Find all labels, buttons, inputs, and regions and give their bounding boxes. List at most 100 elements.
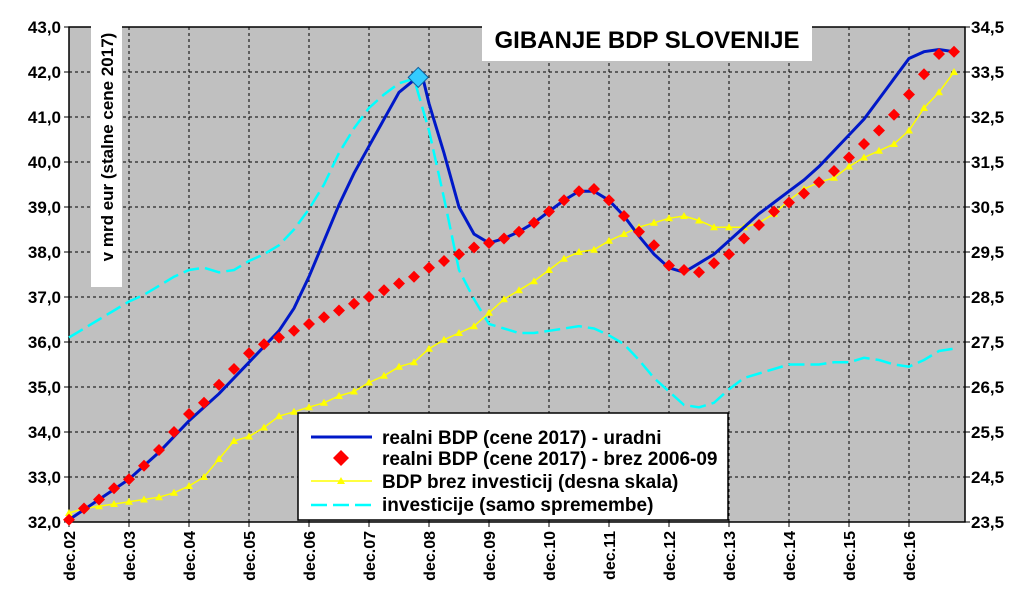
x-tick-label: dec.10 — [542, 531, 559, 581]
series-point-brez-2006-09 — [333, 304, 345, 317]
legend-label-brez: realni BDP (cene 2017) - brez 2006-09 — [382, 449, 718, 470]
series-point-brez-investicij — [320, 398, 328, 406]
series-point-brez-2006-09 — [873, 124, 885, 137]
series-point-brez-investicij — [245, 432, 253, 440]
series-point-brez-2006-09 — [483, 237, 495, 249]
series-point-brez-2006-09 — [123, 473, 135, 486]
series-point-brez-investicij — [425, 344, 433, 352]
legend-swatch-brez-inv-marker — [337, 477, 345, 484]
series-point-brez-investicij — [380, 371, 388, 379]
series-point-brez-investicij — [590, 245, 598, 253]
y2-tick-label: 25,5 — [971, 423, 1004, 442]
series-point-brez-2006-09 — [198, 396, 210, 409]
series-point-brez-investicij — [560, 254, 568, 262]
y2-tick-label: 23,5 — [971, 513, 1004, 532]
series-point-brez-2006-09 — [753, 219, 765, 231]
series-point-brez-2006-09 — [933, 48, 945, 60]
y2-tick-label: 27,5 — [971, 333, 1004, 352]
y-tick-label: 42,0 — [28, 63, 61, 82]
y2-tick-label: 33,5 — [971, 63, 1004, 82]
series-point-brez-investicij — [155, 493, 163, 501]
series-point-brez-2006-09 — [393, 277, 405, 290]
series-point-brez-2006-09 — [348, 297, 360, 310]
series-point-brez-investicij — [950, 68, 958, 75]
series-point-brez-investicij — [500, 295, 508, 303]
series-point-brez-investicij — [695, 216, 703, 224]
legend: realni BDP (cene 2017) - uradni realni B… — [297, 412, 729, 521]
x-axis: dec.02 dec.03 dec.04 dec.05 dec.06 dec.07 dec.… — [62, 522, 919, 581]
x-tick-label: dec.15 — [842, 531, 859, 581]
series-point-brez-investicij — [230, 437, 238, 444]
series-point-brez-2006-09 — [468, 241, 480, 254]
series-point-brez-2006-09 — [798, 187, 810, 200]
y2-tick-label: 32,5 — [971, 108, 1004, 127]
series-point-brez-investicij — [830, 173, 838, 181]
series-point-brez-investicij — [455, 329, 463, 336]
series-point-brez-2006-09 — [948, 45, 960, 58]
series-point-brez-investicij — [665, 214, 673, 222]
series-point-brez-2006-09 — [498, 232, 510, 245]
title-box — [482, 15, 812, 61]
x-tick-label: dec.13 — [722, 531, 739, 581]
series-point-brez-investicij — [125, 497, 133, 505]
x-tick-label: dec.06 — [302, 531, 319, 581]
series-point-brez-2006-09 — [828, 165, 840, 177]
series-point-brez-investicij — [845, 162, 853, 170]
series-point-brez-2006-09 — [648, 239, 660, 252]
series-point-brez-2006-09 — [573, 185, 585, 198]
series-point-brez-2006-09 — [558, 194, 570, 207]
y2-tick-label: 29,5 — [971, 243, 1004, 262]
series-point-brez-2006-09 — [453, 248, 465, 261]
series-point-brez-2006-09 — [288, 324, 300, 337]
x-tick-label: dec.07 — [362, 531, 379, 581]
series-point-brez-2006-09 — [918, 68, 930, 81]
legend-label-investicije: investicije (samo spremembe) — [382, 495, 653, 516]
series-point-brez-investicij — [620, 230, 628, 237]
series-layer — [63, 45, 960, 526]
y-tick-label: 37,0 — [28, 288, 61, 307]
y-tick-label: 36,0 — [28, 333, 61, 352]
series-point-brez-2006-09 — [513, 225, 525, 238]
y-tick-label: 40,0 — [28, 153, 61, 172]
series-point-brez-investicij — [470, 322, 478, 330]
series-point-brez-2006-09 — [363, 291, 375, 303]
series-point-brez-2006-09 — [618, 210, 630, 222]
x-tick-label: dec.08 — [422, 531, 439, 581]
series-point-brez-investicij — [920, 104, 928, 111]
series-point-brez-2006-09 — [243, 347, 255, 360]
series-line-uradni — [68, 47, 955, 522]
y-tick-label: 39,0 — [28, 198, 61, 217]
x-tick-label: dec.04 — [182, 531, 199, 581]
series-point-brez-investicij — [485, 308, 493, 316]
series-point-brez-investicij — [890, 140, 898, 147]
series-point-brez-2006-09 — [168, 426, 180, 438]
series-point-brez-investicij — [725, 223, 733, 231]
y-tick-label: 35,0 — [28, 378, 61, 397]
series-point-brez-investicij — [275, 412, 283, 420]
y2-tick-label: 34,5 — [971, 18, 1004, 37]
series-point-brez-2006-09 — [588, 183, 600, 195]
series-point-brez-2006-09 — [678, 264, 690, 276]
x-tick-label: dec.11 — [602, 531, 619, 580]
series-point-brez-2006-09 — [723, 248, 735, 261]
series-point-brez-2006-09 — [423, 261, 435, 274]
series-point-brez-2006-09 — [408, 270, 420, 283]
series-point-brez-2006-09 — [303, 318, 315, 330]
series-point-brez-investicij — [110, 500, 118, 507]
series-point-brez-investicij — [440, 335, 448, 343]
x-tick-label: dec.05 — [242, 531, 259, 581]
chart-title: GIBANJE BDP SLOVENIJE — [495, 27, 800, 54]
y-tick-label: 41,0 — [28, 108, 61, 127]
y2-tick-label: 31,5 — [971, 153, 1004, 172]
x-tick-label: dec.12 — [662, 531, 679, 581]
series-point-brez-investicij — [365, 378, 373, 386]
series-point-brez-2006-09 — [108, 482, 120, 495]
series-point-brez-2006-09 — [693, 266, 705, 279]
series-point-brez-2006-09 — [213, 378, 225, 391]
x-tick-label: dec.14 — [782, 531, 799, 581]
series-point-brez-2006-09 — [768, 205, 780, 218]
y-axis-left: 32,0 33,0 34,0 35,0 36,0 37,0 38,0 39,0 40,0 41,0… — [28, 18, 69, 532]
y2-tick-label: 24,5 — [971, 468, 1004, 487]
series-point-brez-2006-09 — [903, 88, 915, 101]
